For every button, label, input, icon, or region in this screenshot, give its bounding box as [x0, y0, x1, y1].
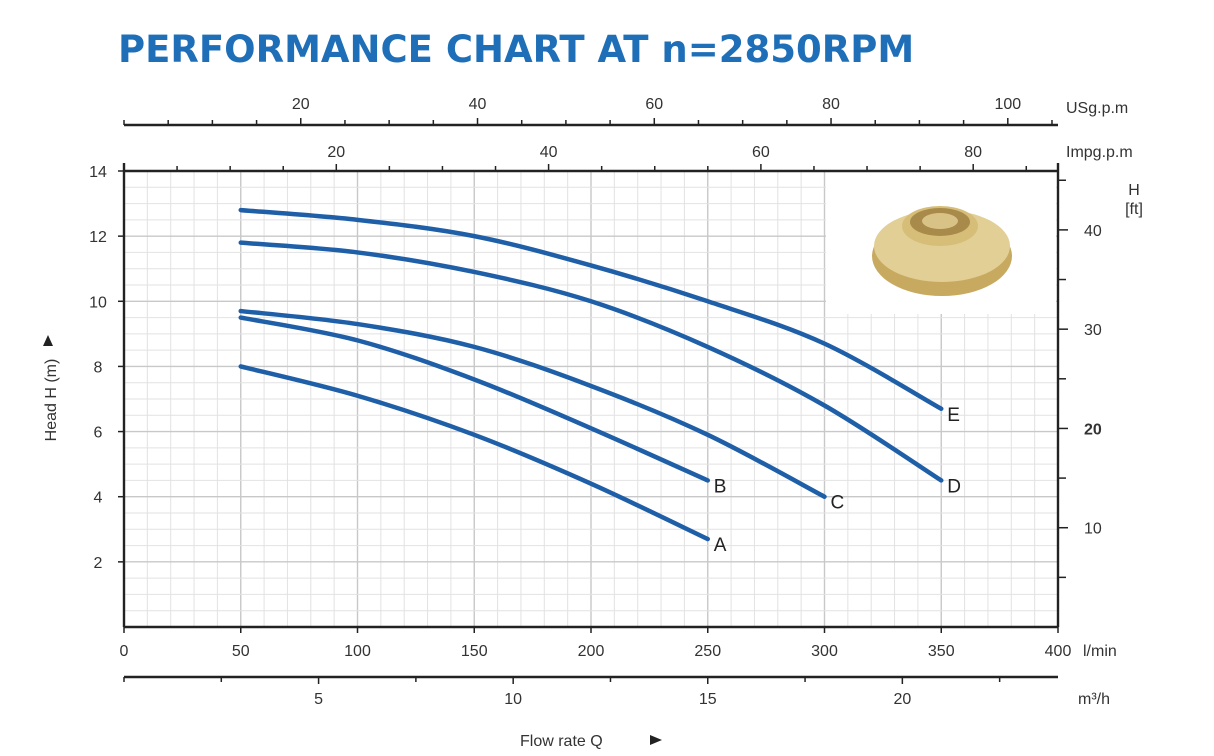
x-tick-label: 400 — [1045, 643, 1072, 660]
ft-tick-label: 40 — [1084, 223, 1102, 240]
impeller-photo — [826, 172, 1056, 314]
ft-unit-line2: [ft] — [1125, 201, 1143, 218]
x-axis-arrow-icon — [650, 735, 662, 745]
usgpm-tick-label: 40 — [469, 96, 487, 113]
axes — [118, 118, 1068, 684]
y-tick-label: 10 — [89, 294, 107, 311]
curve-label-a: A — [714, 535, 727, 556]
impgpm-tick-label: 20 — [327, 144, 345, 161]
usgpm-tick-label: 60 — [645, 96, 663, 113]
usgpm-tick-label: 20 — [292, 96, 310, 113]
chart-title: PERFORMANCE CHART AT n=2850RPM — [118, 28, 914, 71]
x-tick-label: 50 — [232, 643, 250, 660]
usgpm-tick-label: 80 — [822, 96, 840, 113]
x-unit-lmin: l/min — [1083, 643, 1117, 660]
curve-label-b: B — [714, 476, 727, 497]
ft-tick-label: 30 — [1084, 322, 1102, 339]
curve-c — [238, 308, 827, 499]
curve-d — [238, 240, 944, 483]
m3h-tick-label: 20 — [893, 691, 911, 708]
curve-e — [238, 207, 944, 412]
curves — [238, 207, 944, 542]
impgpm-tick-label: 40 — [540, 144, 558, 161]
y-tick-label: 8 — [94, 359, 103, 376]
x-tick-label: 0 — [120, 643, 129, 660]
x-tick-label: 350 — [928, 643, 955, 660]
y-axis-title: Head H (m) — [43, 359, 60, 442]
x-tick-label: 200 — [578, 643, 605, 660]
impgpm-tick-label: 60 — [752, 144, 770, 161]
impgpm-unit: Impg.p.m — [1066, 144, 1133, 161]
m3h-tick-label: 5 — [314, 691, 323, 708]
axis-labels: 2 4 6 8 10 12 14 0 50 100 150 200 250 300 350 400 l/min 2… — [43, 96, 1143, 750]
m3h-tick-label: 10 — [504, 691, 522, 708]
x-tick-label: 300 — [811, 643, 838, 660]
usgpm-tick-label: 100 — [994, 96, 1021, 113]
curve-label-d: D — [947, 476, 961, 497]
y-tick-label: 2 — [94, 555, 103, 572]
usgpm-unit: USg.p.m — [1066, 100, 1128, 117]
impeller-vane — [922, 213, 958, 229]
curve-label-e: E — [947, 405, 960, 426]
x-tick-label: 150 — [461, 643, 488, 660]
y-tick-label: 14 — [89, 164, 107, 181]
x-tick-label: 250 — [694, 643, 721, 660]
impgpm-tick-label: 80 — [964, 144, 982, 161]
curve-a — [238, 364, 710, 542]
x-tick-label: 100 — [344, 643, 371, 660]
y-axis-arrow-icon — [43, 335, 53, 346]
m3h-unit: m³/h — [1078, 691, 1110, 708]
y-tick-label: 12 — [89, 229, 107, 246]
grid — [123, 170, 1059, 628]
y-tick-label: 4 — [94, 490, 103, 507]
curve-label-c: C — [831, 493, 845, 514]
ft-tick-label: 20 — [1084, 421, 1102, 438]
x-axis-title: Flow rate Q — [520, 733, 603, 750]
ft-tick-label: 10 — [1084, 521, 1102, 538]
m3h-tick-label: 15 — [699, 691, 717, 708]
y-tick-label: 6 — [94, 425, 103, 442]
ft-unit-line1: H — [1128, 182, 1140, 199]
curve-b — [238, 315, 710, 483]
